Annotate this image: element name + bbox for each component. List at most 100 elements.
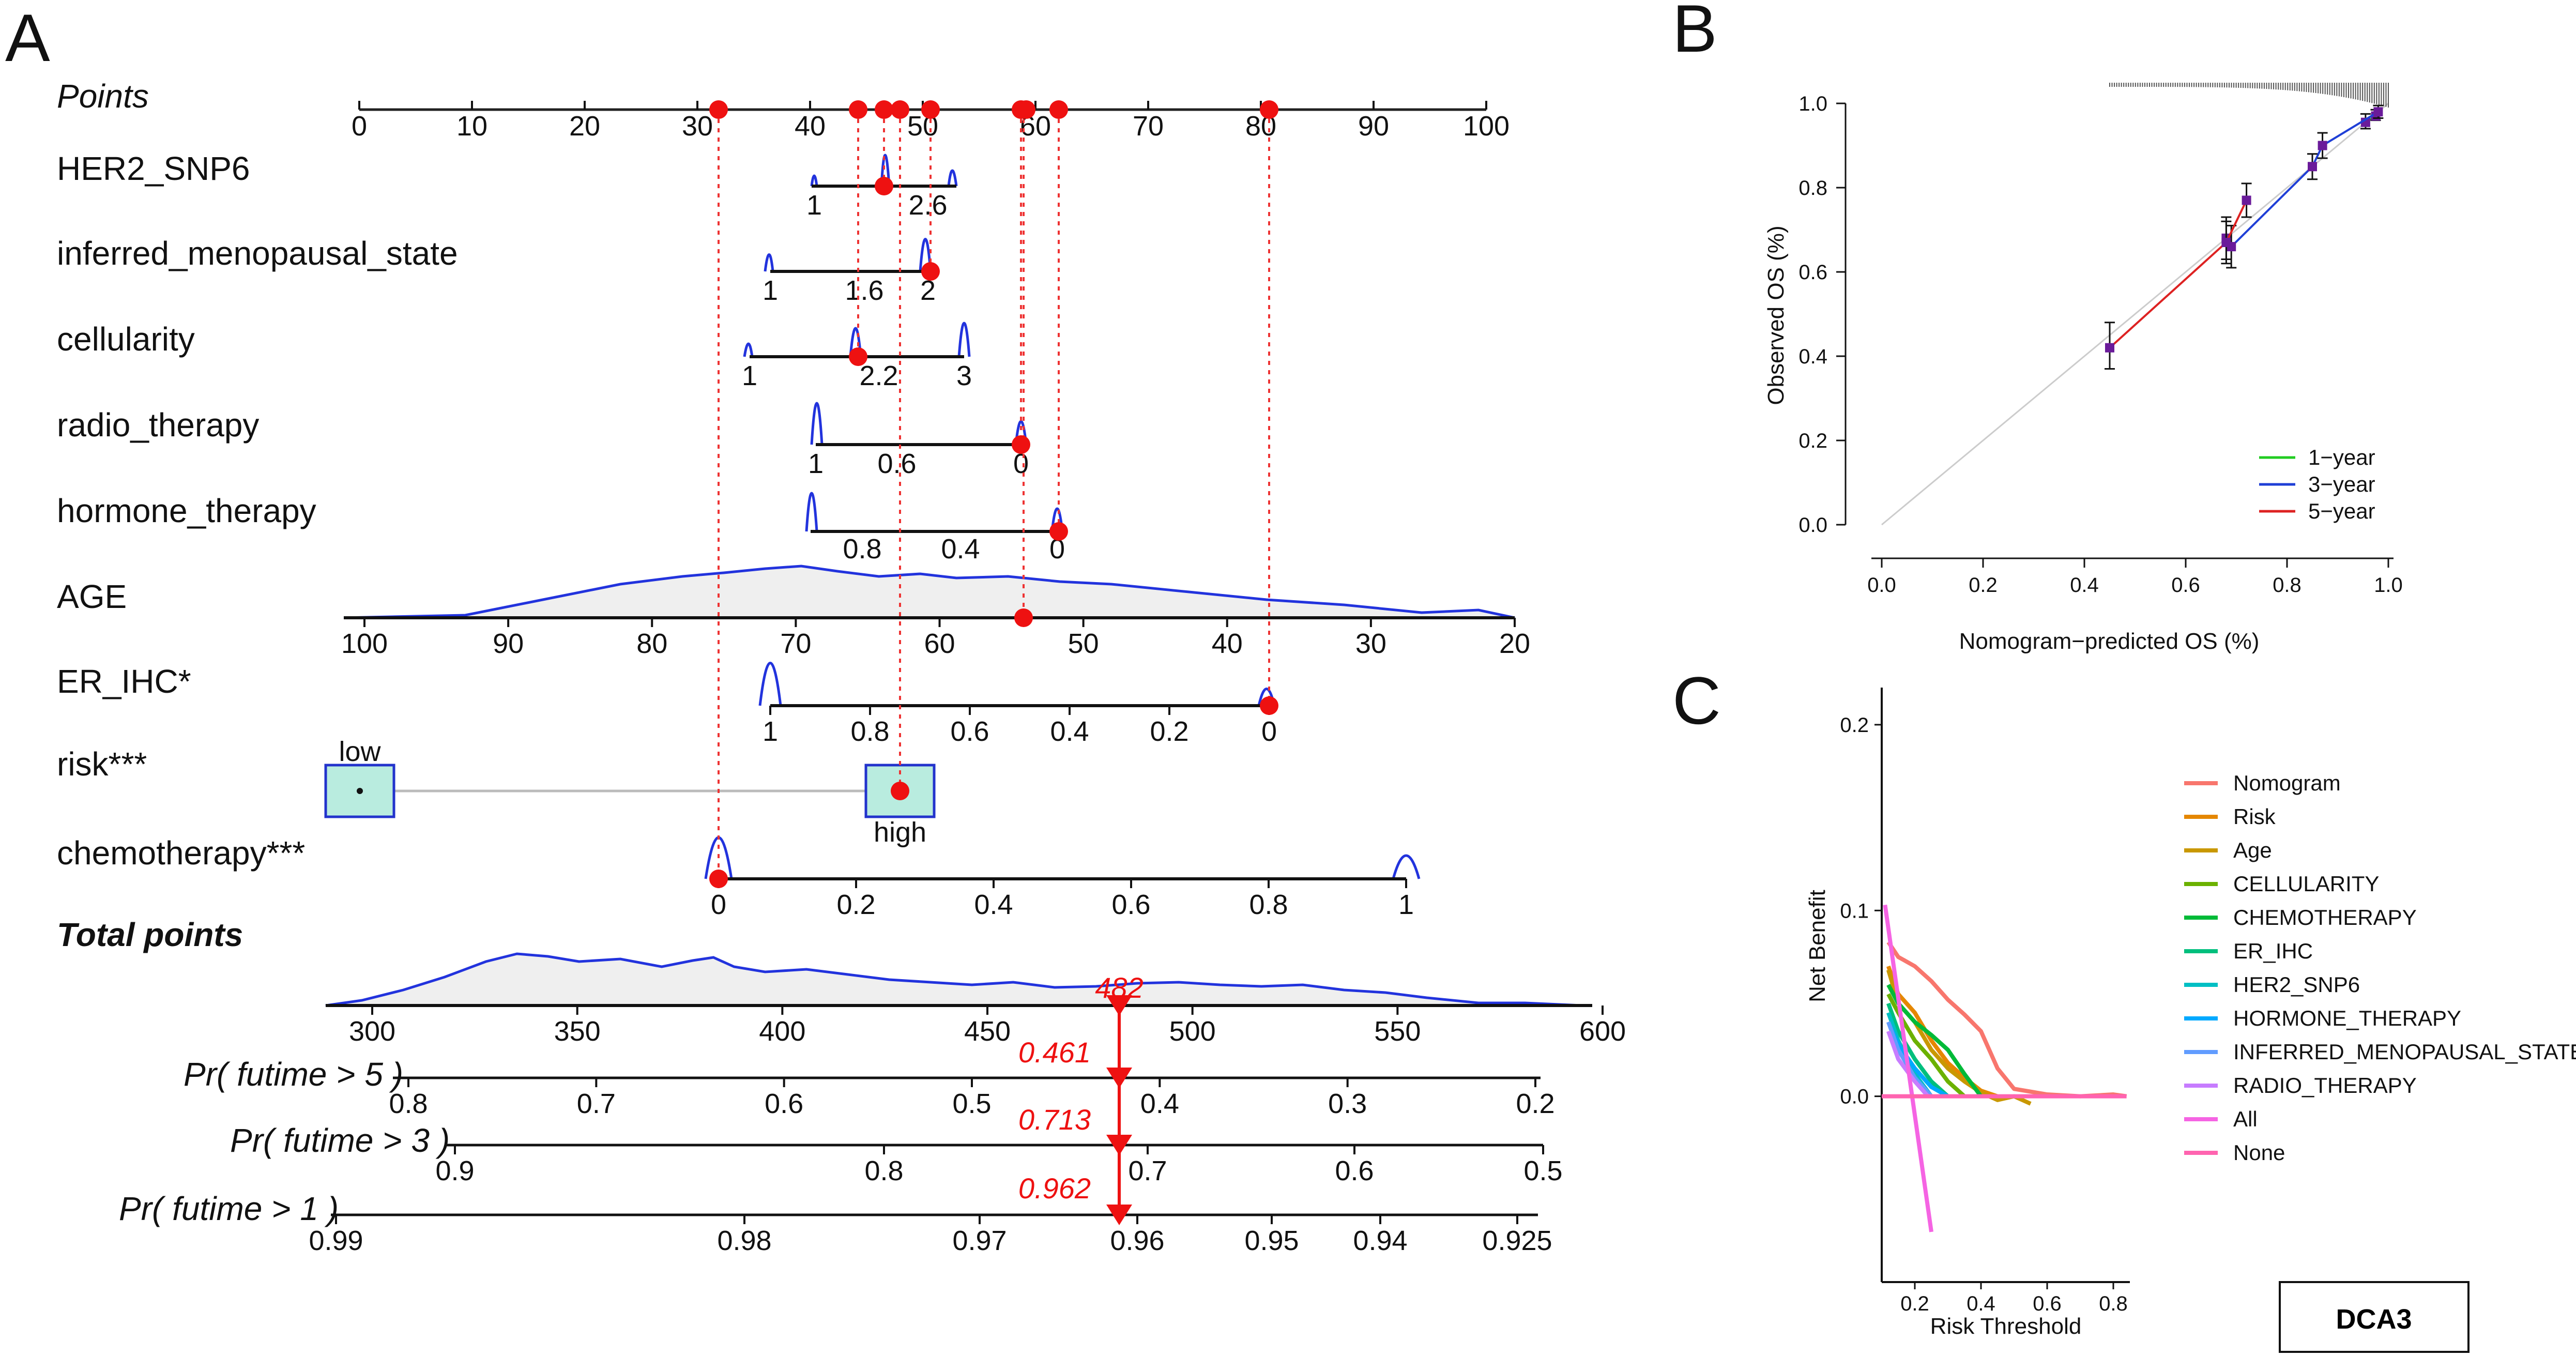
radio-density [810,402,1028,445]
var-label-menopausal: inferred_menopausal_state [57,235,458,272]
calibration-marks [1881,83,2389,526]
age-tick-label: 80 [636,628,667,659]
points-marker [875,100,893,119]
prob5-tick-label: 0.6 [765,1088,803,1119]
var-row-radio-therapy: 1 0.6 0 [808,402,1029,479]
prob1-tick-label: 0.95 [1244,1225,1299,1256]
hormone-tick: 0.8 [843,534,881,565]
age-tick-label: 40 [1212,628,1243,659]
points-label: Points [57,78,149,115]
calibration-point [2242,195,2251,205]
var-label-radio-therapy: radio_therapy [57,406,259,444]
calibration-y-tick-label: 0.8 [1798,177,1827,200]
dca-legend-label: CHEMOTHERAPY [2233,905,2417,930]
prob-row-5: Pr( futime > 5 ) 0.8 0.7 0.6 0.5 0.4 0.3 0.2 0… [184,1036,1555,1119]
dca-y-title: Net Benefit [1805,890,1830,1002]
radio-tick: 1 [808,448,824,479]
var-label-chemotherapy: chemotherapy*** [57,834,305,872]
prob5-tick-label: 0.7 [577,1088,616,1119]
calibration-y-tick-label: 0.6 [1798,261,1827,284]
prob1-pointer-head [1106,1205,1132,1225]
chemo-tick-label: 0.8 [1249,889,1288,920]
var-row-er-ihc: 1 0.8 0.6 0.4 0.2 0 [758,662,1277,747]
total-density [325,952,1582,1007]
risk-high-label: high [874,817,926,848]
prob3-ticks: 0.9 0.8 0.7 0.6 0.5 [435,1145,1563,1186]
var-label-her2: HER2_SNP6 [57,150,250,187]
prob5-ticks: 0.8 0.7 0.6 0.5 0.4 0.3 0.2 [389,1078,1555,1119]
hormone-tick: 0.4 [941,534,980,565]
var-row-menopausal: 1 1.6 2 [763,238,936,306]
prob1-ticks: 0.99 0.98 0.97 0.96 0.95 0.94 0.925 [309,1215,1552,1256]
var-label-age: AGE [57,578,127,615]
calibration-point [2221,237,2231,247]
calibration-point [2318,141,2327,150]
calibration-series-line [2225,111,2379,249]
calibration-x-tick-label: 0.6 [2171,574,2200,597]
var-label-er-ihc: ER_IHC* [57,663,191,700]
calibration-x-tick-label: 0.0 [1867,574,1896,597]
her2-marker [875,177,893,195]
points-marker [849,100,867,119]
dca-series-line [1883,904,1933,1232]
points-marker [1260,100,1278,119]
var-row-her2: 1 2.6 [806,154,958,221]
calibration-legend-label: 1−year [2308,445,2375,469]
chemo-tick-label: 0.2 [836,889,875,920]
prob-value-3: 0.713 [1018,1103,1091,1136]
points-marker [921,100,940,119]
age-tick-label: 100 [341,628,388,659]
prob5-pointer-head [1106,1068,1132,1088]
prob3-pointer-head [1106,1135,1132,1155]
calibration-legend-label: 3−year [2308,472,2375,496]
prob1-tick-label: 0.925 [1482,1225,1552,1256]
dca-title-box [2279,1281,2470,1353]
dca-series-line [1886,1002,1949,1098]
cellularity-marker [849,347,867,366]
calibration-x-title: Nomogram−predicted OS (%) [1959,629,2260,654]
age-tick-label: 70 [780,628,811,659]
dca-legend-label: Nomogram [2233,771,2341,795]
dca-series-line [1886,993,1966,1098]
total-tick-label: 350 [554,1016,601,1047]
calibration-legend: 1−year 3−year 5−year [2259,445,2375,523]
calibration-point [2308,162,2317,172]
dca-y-tick-label: 0.0 [1840,1086,1869,1108]
total-pointer-head [1106,995,1132,1016]
chemo-tick-label: 0.6 [1111,889,1150,920]
risk-marker [891,782,909,800]
calibration-x-tick-label: 0.8 [2273,574,2301,597]
prob-label-5: Pr( futime > 5 ) [184,1056,403,1093]
dca-legend-label: HER2_SNP6 [2233,972,2360,997]
er-tick-label: 1 [763,716,778,747]
panel-c-dca: C 0.2 0.4 0.6 0.8 0.0 0.1 0.2 Risk Threshold N… [1672,663,2576,1353]
prob5-tick-label: 0.4 [1140,1088,1179,1119]
total-row: 300 350 400 450 500 550 600 482 [325,952,1626,1047]
prob1-tick-label: 0.98 [717,1225,771,1256]
prob3-tick-label: 0.9 [435,1155,474,1186]
age-tick-label: 30 [1355,628,1386,659]
her2-tick: 2.6 [908,190,947,221]
var-label-hormone-therapy: hormone_therapy [57,492,316,529]
total-ticks: 300 350 400 450 500 550 600 [349,1005,1626,1047]
prob-value-5: 0.461 [1018,1036,1091,1069]
calibration-legend-label: 5−year [2308,499,2375,523]
cellularity-tick: 2.2 [859,360,898,391]
her2-tick: 1 [806,190,822,221]
points-tick-label: 20 [569,111,600,142]
total-points-label: Total points [57,916,243,953]
chemo-density [704,836,1421,879]
prob1-tick-label: 0.94 [1353,1225,1407,1256]
prob3-tick-label: 0.7 [1128,1155,1167,1186]
dca-legend-label: Risk [2233,804,2276,829]
calibration-y-title: Observed OS (%) [1763,225,1789,405]
var-row-chemotherapy: 0 0.2 0.4 0.6 0.8 1 [704,836,1421,920]
menopausal-tick: 1.6 [845,275,883,306]
menopausal-tick: 1 [763,275,778,306]
prob5-tick-label: 0.5 [952,1088,991,1119]
prob5-tick-label: 0.8 [389,1088,428,1119]
total-tick-label: 550 [1374,1016,1421,1047]
dca-y-tick-label: 0.1 [1840,900,1869,922]
dca-x-tick-label: 0.8 [2099,1292,2128,1315]
